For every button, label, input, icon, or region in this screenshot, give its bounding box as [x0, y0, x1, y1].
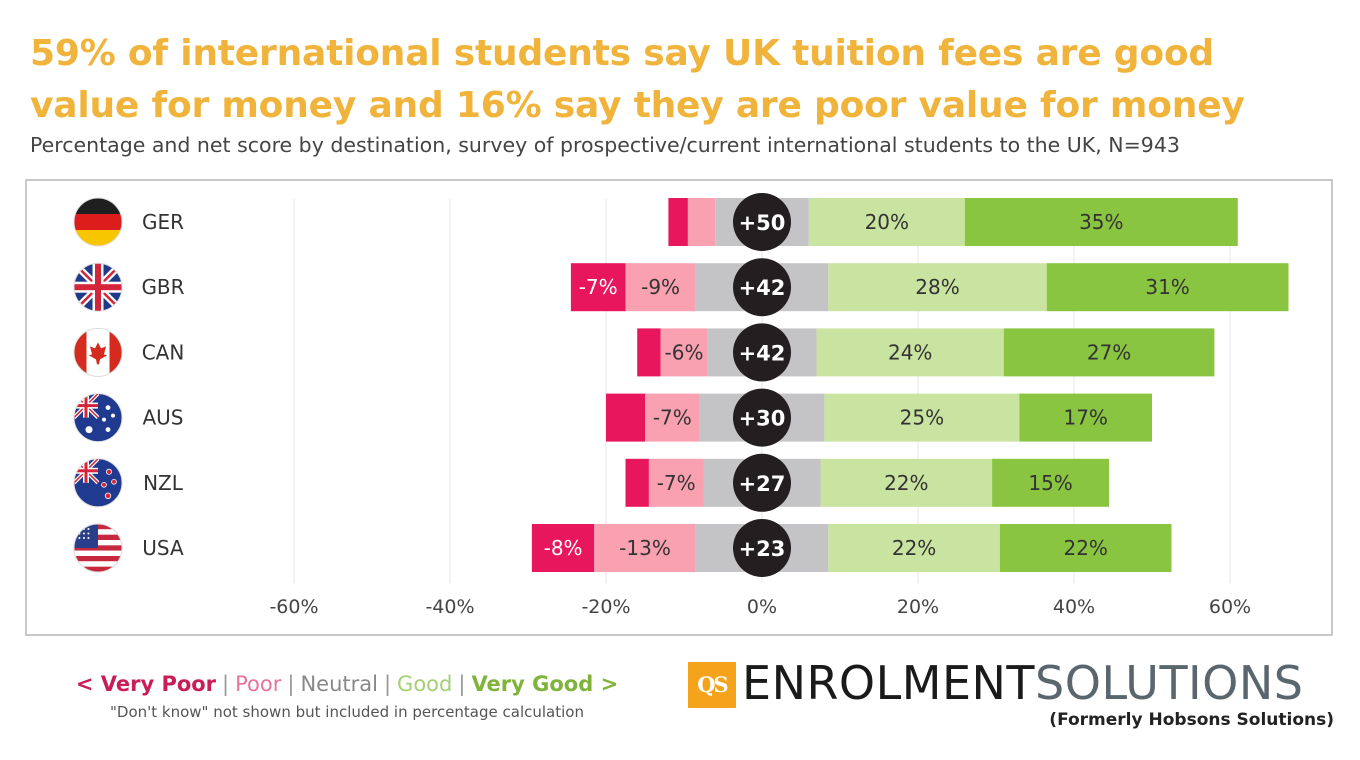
data-label: 22%	[1063, 536, 1107, 560]
net-score-label: +30	[739, 407, 786, 431]
legend-very-good: Very Good >	[471, 672, 619, 696]
x-tick-label: 60%	[1209, 596, 1251, 618]
company-logo: QS ENROLMENTSOLUTIONS (Formerly Hobsons …	[688, 656, 1338, 750]
net-score-label: +42	[739, 276, 786, 300]
bar-very-good	[999, 524, 1172, 572]
legend-poor: Poor	[235, 672, 282, 696]
data-label: 17%	[1063, 406, 1107, 430]
net-score-chart: -60% -40% -20% 0% 20% 40% 60% GER 20% 35% +50 GBR -7…	[73, 193, 1289, 618]
legend-very-poor: < Very Poor	[75, 672, 217, 696]
x-tick-label: -40%	[425, 596, 474, 618]
bar-poor	[625, 263, 696, 312]
data-label: 25%	[900, 406, 944, 430]
australia-flag-icon	[73, 393, 123, 443]
bar-good	[824, 393, 1020, 442]
category-label: CAN	[142, 340, 185, 364]
bar-good	[828, 263, 1047, 312]
x-tick-label: 20%	[897, 596, 939, 618]
bar-very-good	[1019, 393, 1152, 442]
bar-very-poor	[668, 198, 688, 246]
bar-good	[816, 328, 1004, 377]
data-label: 28%	[915, 275, 959, 299]
legend-separator: |	[458, 672, 466, 696]
bar-poor	[645, 393, 700, 442]
chart-frame: -60% -40% -20% 0% 20% 40% 60% GER 20% 35% +50 GBR -7…	[25, 179, 1333, 636]
logo-tagline: (Formerly Hobsons Solutions)	[1049, 710, 1334, 730]
data-label: 35%	[1079, 210, 1123, 234]
data-label: -8%	[544, 536, 583, 560]
data-label: 22%	[884, 471, 928, 495]
x-tick-label: -60%	[269, 596, 318, 618]
net-score-badge	[733, 323, 791, 382]
legend-separator: |	[287, 672, 295, 696]
bar-very-good	[1046, 263, 1289, 312]
chart-subtitle: Percentage and net score by destination,…	[30, 133, 1180, 157]
bar-very-poor	[606, 393, 645, 442]
net-score-badge	[733, 519, 791, 577]
legend-note: "Don't know" not shown but included in p…	[110, 703, 584, 721]
category-label: GER	[142, 210, 184, 234]
chart-title: 59% of international students say UK tui…	[30, 33, 1245, 126]
legend-separator: |	[222, 672, 230, 696]
data-label: -7%	[579, 275, 618, 299]
bar-very-poor	[531, 524, 595, 572]
bar-poor	[660, 328, 708, 377]
data-label: 22%	[892, 536, 936, 560]
net-score-badge	[733, 193, 791, 251]
usa-flag-icon	[73, 523, 123, 573]
bar-poor	[648, 458, 704, 507]
data-label: -7%	[653, 406, 692, 430]
net-score-label: +50	[739, 211, 786, 235]
new-zealand-flag-icon	[73, 458, 123, 508]
net-score-label: +23	[739, 537, 786, 561]
category-label: AUS	[142, 406, 183, 430]
x-tick-label: 0%	[747, 596, 777, 618]
legend-separator: |	[383, 672, 392, 696]
data-label: -13%	[619, 536, 671, 560]
net-score-label: +27	[739, 472, 786, 496]
data-label: 27%	[1087, 340, 1131, 364]
legend-neutral: Neutral	[300, 672, 378, 696]
category-label: USA	[142, 536, 184, 560]
bar-very-poor	[637, 328, 661, 377]
legend-good: Good	[397, 672, 453, 696]
canada-flag-icon	[73, 327, 123, 377]
logo-name-part1: ENROLMENT	[742, 656, 1036, 710]
bar-good	[808, 198, 965, 246]
bar-good	[828, 524, 1000, 572]
bar-very-good	[1003, 328, 1215, 377]
net-score-badge	[733, 258, 791, 317]
bar-very-poor	[570, 263, 626, 312]
data-label: 15%	[1028, 471, 1072, 495]
bar-very-good	[964, 198, 1238, 246]
data-label: -7%	[657, 471, 696, 495]
bar-good	[820, 458, 993, 507]
uk-flag-icon	[73, 262, 123, 312]
data-label: -9%	[641, 275, 680, 299]
x-tick-label: 40%	[1053, 596, 1095, 618]
x-tick-label: -20%	[581, 596, 630, 618]
net-score-label: +42	[739, 341, 786, 365]
data-label: 31%	[1145, 275, 1189, 299]
data-label: 20%	[865, 210, 909, 234]
category-label: GBR	[141, 275, 184, 299]
germany-flag-icon	[73, 197, 123, 247]
logo-name-part2: SOLUTIONS	[1035, 656, 1304, 710]
qs-badge: QS	[688, 662, 736, 708]
bar-poor	[687, 198, 716, 246]
bar-poor	[594, 524, 696, 572]
data-label: 24%	[888, 340, 932, 364]
net-score-badge	[733, 388, 791, 447]
data-label: -6%	[665, 340, 704, 364]
bar-very-poor	[625, 458, 649, 507]
net-score-badge	[733, 453, 791, 512]
bar-very-good	[992, 458, 1110, 507]
category-label: NZL	[143, 471, 184, 495]
legend: < Very Poor | Poor | Neutral | Good | Very Good …	[30, 669, 664, 699]
logo-wordmark: ENROLMENTSOLUTIONS	[742, 652, 1342, 714]
